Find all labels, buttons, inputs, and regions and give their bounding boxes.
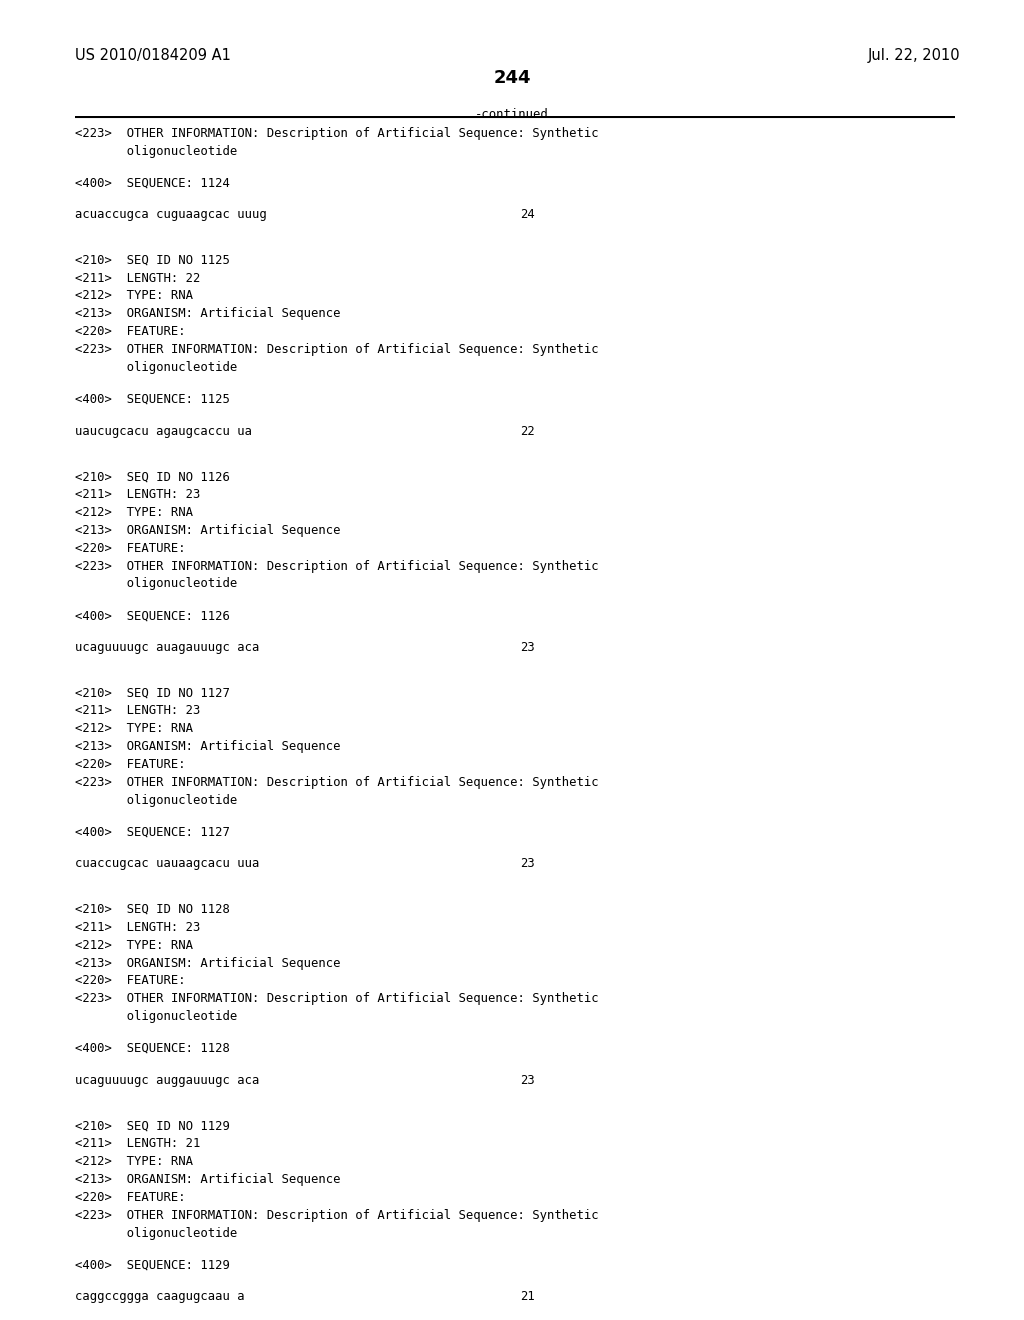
Text: oligonucleotide: oligonucleotide [75, 577, 237, 590]
Text: oligonucleotide: oligonucleotide [75, 360, 237, 374]
Text: oligonucleotide: oligonucleotide [75, 793, 237, 807]
Text: <220>  FEATURE:: <220> FEATURE: [75, 758, 185, 771]
Text: ucaguuuugc auagauuugc aca: ucaguuuugc auagauuugc aca [75, 642, 259, 653]
Text: <211>  LENGTH: 23: <211> LENGTH: 23 [75, 705, 200, 717]
Text: <400>  SEQUENCE: 1128: <400> SEQUENCE: 1128 [75, 1041, 229, 1055]
Text: <210>  SEQ ID NO 1129: <210> SEQ ID NO 1129 [75, 1119, 229, 1133]
Text: <213>  ORGANISM: Artificial Sequence: <213> ORGANISM: Artificial Sequence [75, 957, 340, 970]
Text: <210>  SEQ ID NO 1128: <210> SEQ ID NO 1128 [75, 903, 229, 916]
Text: <213>  ORGANISM: Artificial Sequence: <213> ORGANISM: Artificial Sequence [75, 524, 340, 537]
Text: 22: 22 [520, 425, 535, 437]
Text: 24: 24 [520, 209, 535, 220]
Text: <223>  OTHER INFORMATION: Description of Artificial Sequence: Synthetic: <223> OTHER INFORMATION: Description of … [75, 560, 598, 573]
Text: oligonucleotide: oligonucleotide [75, 145, 237, 157]
Text: <400>  SEQUENCE: 1126: <400> SEQUENCE: 1126 [75, 609, 229, 622]
Text: 23: 23 [520, 1073, 535, 1086]
Text: <223>  OTHER INFORMATION: Description of Artificial Sequence: Synthetic: <223> OTHER INFORMATION: Description of … [75, 127, 598, 140]
Text: <400>  SEQUENCE: 1124: <400> SEQUENCE: 1124 [75, 177, 229, 189]
Text: 21: 21 [520, 1290, 535, 1303]
Text: <220>  FEATURE:: <220> FEATURE: [75, 1191, 185, 1204]
Text: <210>  SEQ ID NO 1127: <210> SEQ ID NO 1127 [75, 686, 229, 700]
Text: 23: 23 [520, 857, 535, 870]
Text: <213>  ORGANISM: Artificial Sequence: <213> ORGANISM: Artificial Sequence [75, 741, 340, 754]
Text: caggccggga caagugcaau a: caggccggga caagugcaau a [75, 1290, 245, 1303]
Text: <400>  SEQUENCE: 1129: <400> SEQUENCE: 1129 [75, 1258, 229, 1271]
Text: <213>  ORGANISM: Artificial Sequence: <213> ORGANISM: Artificial Sequence [75, 308, 340, 321]
Text: oligonucleotide: oligonucleotide [75, 1010, 237, 1023]
Text: <213>  ORGANISM: Artificial Sequence: <213> ORGANISM: Artificial Sequence [75, 1173, 340, 1185]
Text: 244: 244 [494, 69, 530, 87]
Text: <212>  TYPE: RNA: <212> TYPE: RNA [75, 939, 193, 952]
Text: <220>  FEATURE:: <220> FEATURE: [75, 974, 185, 987]
Text: <223>  OTHER INFORMATION: Description of Artificial Sequence: Synthetic: <223> OTHER INFORMATION: Description of … [75, 343, 598, 356]
Text: <212>  TYPE: RNA: <212> TYPE: RNA [75, 506, 193, 519]
Text: <220>  FEATURE:: <220> FEATURE: [75, 325, 185, 338]
Text: 23: 23 [520, 642, 535, 653]
Text: <211>  LENGTH: 23: <211> LENGTH: 23 [75, 921, 200, 933]
Text: <211>  LENGTH: 21: <211> LENGTH: 21 [75, 1138, 200, 1150]
Text: <210>  SEQ ID NO 1126: <210> SEQ ID NO 1126 [75, 470, 229, 483]
Text: <223>  OTHER INFORMATION: Description of Artificial Sequence: Synthetic: <223> OTHER INFORMATION: Description of … [75, 993, 598, 1006]
Text: <223>  OTHER INFORMATION: Description of Artificial Sequence: Synthetic: <223> OTHER INFORMATION: Description of … [75, 1209, 598, 1222]
Text: <212>  TYPE: RNA: <212> TYPE: RNA [75, 1155, 193, 1168]
Text: -continued: -continued [475, 108, 549, 121]
Text: <211>  LENGTH: 23: <211> LENGTH: 23 [75, 488, 200, 502]
Text: <212>  TYPE: RNA: <212> TYPE: RNA [75, 289, 193, 302]
Text: <223>  OTHER INFORMATION: Description of Artificial Sequence: Synthetic: <223> OTHER INFORMATION: Description of … [75, 776, 598, 789]
Text: <400>  SEQUENCE: 1125: <400> SEQUENCE: 1125 [75, 393, 229, 405]
Text: oligonucleotide: oligonucleotide [75, 1226, 237, 1239]
Text: Jul. 22, 2010: Jul. 22, 2010 [868, 48, 961, 62]
Text: cuaccugcac uauaagcacu uua: cuaccugcac uauaagcacu uua [75, 857, 259, 870]
Text: <400>  SEQUENCE: 1127: <400> SEQUENCE: 1127 [75, 825, 229, 838]
Text: acuaccugca cuguaagcac uuug: acuaccugca cuguaagcac uuug [75, 209, 266, 220]
Text: <210>  SEQ ID NO 1125: <210> SEQ ID NO 1125 [75, 253, 229, 267]
Text: <220>  FEATURE:: <220> FEATURE: [75, 541, 185, 554]
Text: ucaguuuugc auggauuugc aca: ucaguuuugc auggauuugc aca [75, 1073, 259, 1086]
Text: <211>  LENGTH: 22: <211> LENGTH: 22 [75, 272, 200, 285]
Text: <212>  TYPE: RNA: <212> TYPE: RNA [75, 722, 193, 735]
Text: uaucugcacu agaugcaccu ua: uaucugcacu agaugcaccu ua [75, 425, 252, 437]
Text: US 2010/0184209 A1: US 2010/0184209 A1 [75, 48, 230, 62]
